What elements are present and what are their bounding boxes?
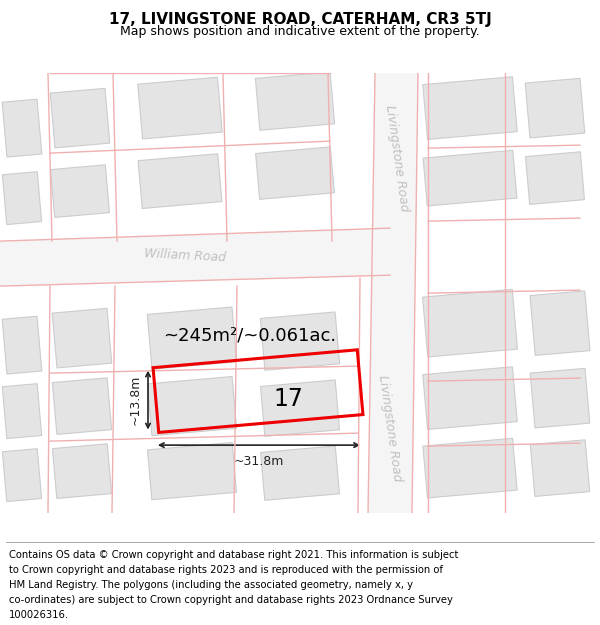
Text: Contains OS data © Crown copyright and database right 2021. This information is : Contains OS data © Crown copyright and d… [9, 550, 458, 560]
Polygon shape [2, 449, 41, 501]
Polygon shape [423, 77, 517, 139]
Polygon shape [52, 378, 112, 434]
Polygon shape [2, 316, 42, 374]
Polygon shape [0, 228, 390, 286]
Text: co-ordinates) are subject to Crown copyright and database rights 2023 Ordnance S: co-ordinates) are subject to Crown copyr… [9, 595, 453, 605]
Polygon shape [530, 368, 590, 428]
Polygon shape [530, 291, 590, 356]
Polygon shape [138, 78, 222, 139]
Polygon shape [423, 150, 517, 206]
Polygon shape [148, 442, 236, 500]
Text: ~245m²/~0.061ac.: ~245m²/~0.061ac. [163, 326, 337, 344]
Polygon shape [138, 154, 222, 209]
Polygon shape [2, 99, 42, 157]
Text: William Road: William Road [144, 248, 226, 265]
Polygon shape [2, 384, 41, 439]
Text: ~13.8m: ~13.8m [129, 375, 142, 425]
Polygon shape [148, 376, 236, 436]
Polygon shape [423, 438, 517, 498]
Polygon shape [52, 444, 112, 498]
Polygon shape [530, 440, 590, 496]
Text: ~31.8m: ~31.8m [234, 455, 284, 468]
Polygon shape [50, 88, 110, 148]
Polygon shape [52, 308, 112, 368]
Polygon shape [147, 307, 237, 369]
Text: 100026316.: 100026316. [9, 611, 69, 621]
Text: HM Land Registry. The polygons (including the associated geometry, namely x, y: HM Land Registry. The polygons (includin… [9, 580, 413, 590]
Polygon shape [256, 72, 335, 130]
Text: Livingstone Road: Livingstone Road [376, 374, 404, 482]
Text: Livingstone Road: Livingstone Road [383, 104, 411, 212]
Polygon shape [422, 289, 517, 357]
Polygon shape [526, 152, 584, 204]
Text: 17: 17 [273, 387, 303, 411]
Polygon shape [260, 446, 340, 500]
Polygon shape [368, 73, 418, 513]
Polygon shape [525, 78, 585, 138]
Polygon shape [256, 147, 334, 199]
Polygon shape [260, 312, 340, 370]
Polygon shape [50, 165, 109, 217]
Text: 17, LIVINGSTONE ROAD, CATERHAM, CR3 5TJ: 17, LIVINGSTONE ROAD, CATERHAM, CR3 5TJ [109, 12, 491, 27]
Text: to Crown copyright and database rights 2023 and is reproduced with the permissio: to Crown copyright and database rights 2… [9, 565, 443, 575]
Polygon shape [260, 380, 340, 436]
Polygon shape [423, 367, 517, 429]
Text: Map shows position and indicative extent of the property.: Map shows position and indicative extent… [120, 25, 480, 38]
Polygon shape [2, 172, 41, 224]
